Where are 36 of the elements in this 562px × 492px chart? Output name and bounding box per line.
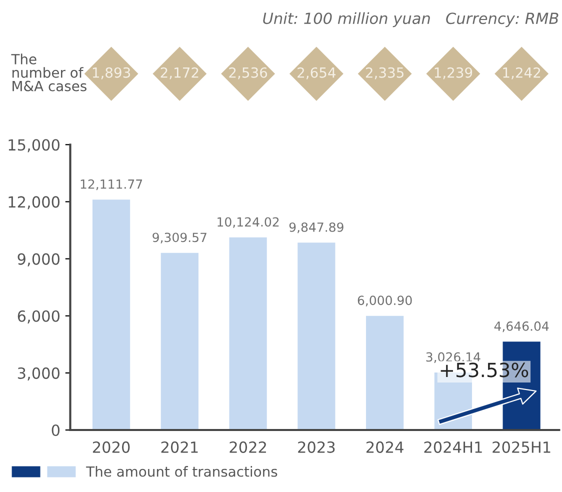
x-tick-label: 2024 (366, 441, 404, 453)
text: 2,172 (160, 67, 198, 80)
y-tick-label: 12,000 (8, 196, 60, 210)
data-label: 10,124.02 (218, 217, 279, 228)
data-label: 9,847.89 (289, 222, 344, 234)
x-tick-label: 2022 (230, 441, 266, 453)
text: 1,893 (92, 67, 130, 80)
text: 2,654 (298, 67, 336, 80)
legend-label: The amount of transactions (86, 466, 278, 477)
data-label: 3,026.14 (426, 352, 480, 363)
bar (229, 237, 267, 430)
text: 2,335 (366, 67, 404, 80)
y-tick-label: 0 (52, 424, 60, 436)
bar (92, 200, 130, 430)
data-label: 4,646.04 (494, 321, 549, 332)
data-label: 6,000.90 (358, 296, 412, 306)
bar (298, 242, 336, 430)
bar (366, 316, 404, 430)
y-tick-label: 15,000 (8, 139, 60, 152)
annotation: +53.53% (440, 362, 528, 378)
y-tick-label: 3,000 (18, 367, 60, 381)
x-tick-label: 2021 (161, 441, 198, 453)
text: 1,242 (503, 67, 540, 80)
y-tick-label: 9,000 (18, 253, 60, 266)
x-tick-label: 2020 (92, 441, 130, 453)
text: Unit: 100 million yuan Currency: RMB (263, 12, 558, 28)
text: 1,239 (434, 67, 472, 80)
text: The number of M&A cases (11, 54, 86, 92)
x-tick-label: 2023 (298, 441, 335, 453)
data-label: 9,309.57 (152, 232, 206, 244)
y-tick-label: 6,000 (18, 310, 60, 324)
x-tick-label: 2025H1 (492, 441, 550, 453)
bar (160, 252, 198, 430)
x-tick-label: 2024H1 (424, 441, 482, 453)
data-label: 12,111.77 (80, 179, 142, 190)
text: 2,536 (229, 67, 268, 80)
